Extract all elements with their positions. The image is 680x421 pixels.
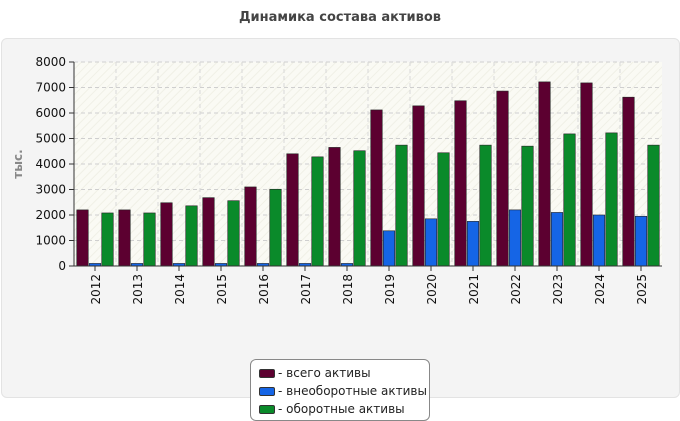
bar-2022-1 [496, 90, 509, 267]
chart-panel: 0 1000 2000 3000 4000 5000 6000 7000 8000 2012 201… [1, 38, 680, 421]
x-tick-label: 2025 [635, 274, 649, 305]
legend: - всего активы - внеоборотные активы - о… [250, 359, 430, 421]
x-tick-label: 2014 [173, 274, 187, 305]
y-tick-label: 3000 [35, 183, 66, 197]
legend-label: - оборотные активы [278, 402, 405, 416]
bar-2025-2 [634, 215, 648, 267]
bar-2020-1 [412, 105, 425, 267]
bar-2013-3 [143, 212, 156, 267]
bar-2014-3 [185, 205, 198, 267]
bars [76, 81, 660, 267]
legend-label: - всего активы [278, 366, 371, 380]
bar-2012-3 [101, 212, 114, 267]
bar-2017-3 [311, 156, 324, 267]
bar-2019-1 [370, 109, 383, 267]
x-tick-label: 2019 [383, 274, 397, 305]
y-tick-label: 7000 [35, 81, 66, 95]
bar-2022-2 [508, 209, 522, 267]
bar-2020-3 [437, 152, 450, 267]
chart-title: Динамика состава активов [238, 10, 442, 25]
bar-2020-2 [424, 218, 438, 267]
bar-2025-1 [622, 96, 635, 267]
bar-2024-3 [605, 132, 618, 267]
legend-item-noncurrent: - внеоборотные активы [259, 382, 429, 400]
x-tick-label: 2020 [425, 274, 439, 305]
y-tick-label: 8000 [35, 55, 66, 69]
bar-2019-2 [382, 230, 396, 267]
legend-item-total: - всего активы [259, 364, 429, 382]
bar-2017-1 [286, 153, 299, 267]
y-tick-label: 2000 [35, 208, 66, 222]
x-tick-label: 2013 [131, 274, 145, 305]
bar-2023-1 [538, 81, 551, 267]
legend-label: - внеоборотные активы [278, 384, 427, 398]
bar-2012-1 [76, 209, 89, 267]
x-tick-label: 2022 [509, 274, 523, 305]
x-tick-label: 2016 [257, 274, 271, 305]
grid-lines [74, 61, 662, 266]
x-tick-label: 2017 [299, 274, 313, 305]
legend-swatch [259, 386, 275, 396]
axes: 0 1000 2000 3000 4000 5000 6000 7000 8000 2012 201… [35, 55, 662, 305]
bar-2016-3 [269, 188, 282, 267]
bar-2019-3 [395, 144, 408, 267]
bar-2023-3 [563, 133, 576, 267]
y-tick-label: 5000 [35, 132, 66, 146]
bar-2022-3 [521, 145, 534, 267]
bar-2024-1 [580, 82, 593, 267]
bar-2023-2 [550, 212, 564, 267]
bar-2021-3 [479, 144, 492, 267]
bar-chart: 0 1000 2000 3000 4000 5000 6000 7000 8000 2012 201… [11, 55, 662, 305]
legend-item-current: - оборотные активы [259, 400, 429, 418]
bar-2018-3 [353, 150, 366, 267]
legend-swatch [259, 368, 275, 378]
bar-2015-3 [227, 200, 240, 267]
bar-2014-1 [160, 202, 173, 267]
bar-2013-1 [118, 209, 131, 267]
bar-2025-3 [647, 144, 660, 267]
x-tick-label: 2015 [215, 274, 229, 305]
y-tick-label: 1000 [35, 234, 66, 248]
x-tick-label: 2018 [341, 274, 355, 305]
y-axis-label: тыс. [11, 149, 25, 178]
bar-2024-2 [592, 214, 606, 267]
bar-2015-1 [202, 197, 215, 267]
bar-2018-1 [328, 147, 341, 267]
x-tick-label: 2023 [551, 274, 565, 305]
bar-2016-1 [244, 186, 257, 267]
legend-swatch [259, 404, 275, 414]
x-tick-label: 2024 [593, 274, 607, 305]
x-tick-label: 2021 [467, 274, 481, 305]
y-tick-label: 6000 [35, 106, 66, 120]
bar-2021-1 [454, 100, 467, 267]
x-tick-label: 2012 [89, 274, 103, 305]
y-tick-label: 4000 [35, 157, 66, 171]
y-tick-label: 0 [58, 259, 66, 273]
bar-2021-2 [466, 221, 480, 267]
